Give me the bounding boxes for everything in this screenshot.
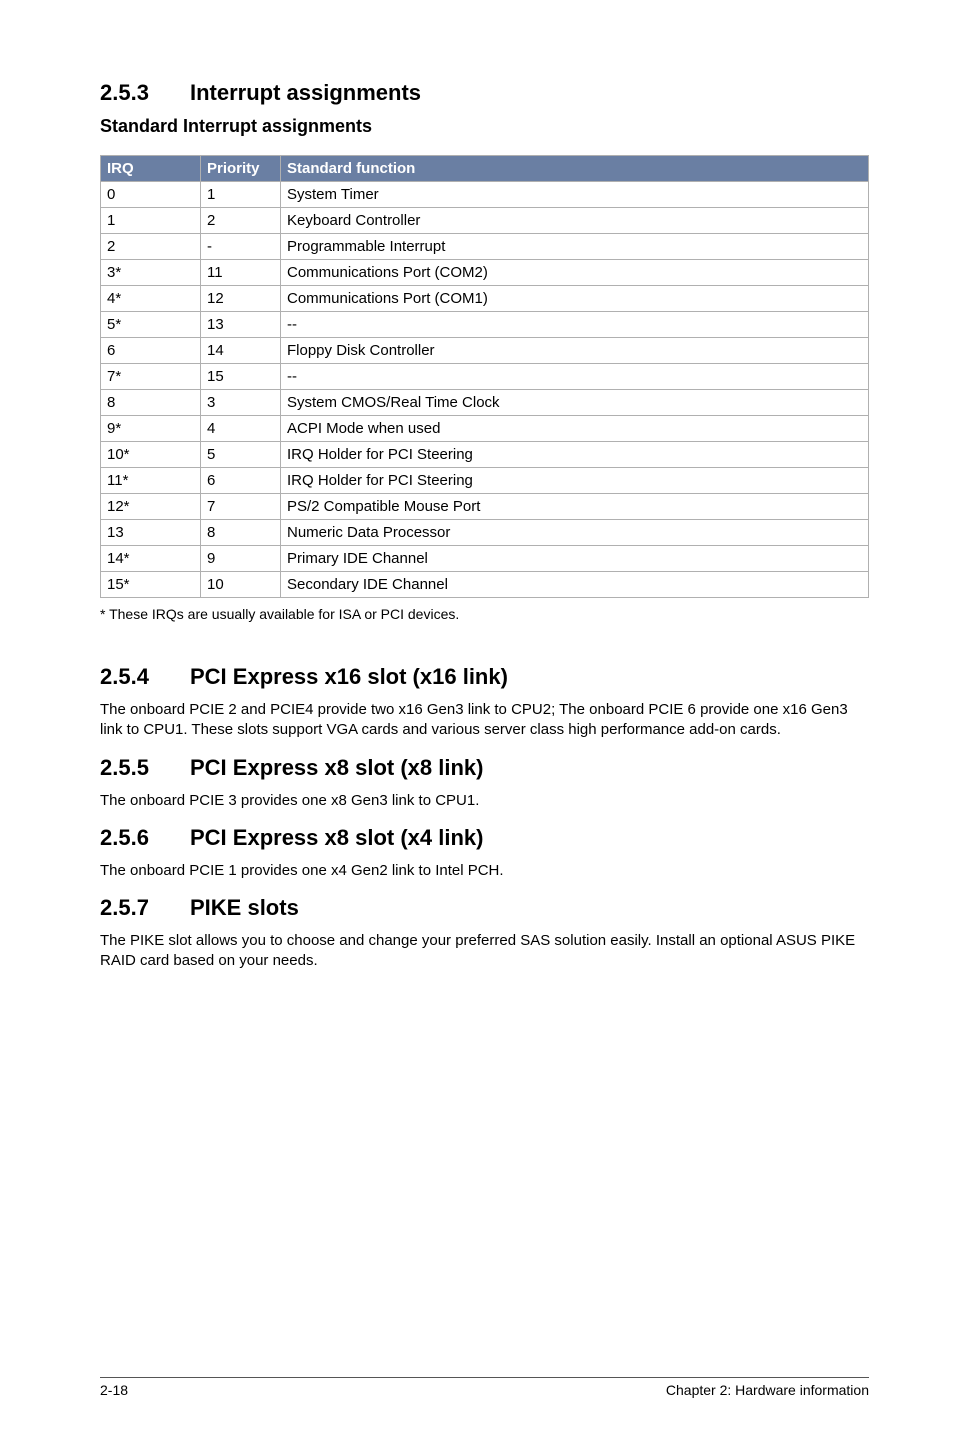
- table-row: 14*9Primary IDE Channel: [101, 546, 869, 572]
- table-header-row: IRQ Priority Standard function: [101, 156, 869, 182]
- section-number: 2.5.7: [100, 895, 190, 921]
- cell-priority: 7: [201, 494, 281, 520]
- cell-irq: 12*: [101, 494, 201, 520]
- cell-irq: 1: [101, 208, 201, 234]
- section-number: 2.5.4: [100, 664, 190, 690]
- body-255: The onboard PCIE 3 provides one x8 Gen3 …: [100, 791, 869, 811]
- th-irq: IRQ: [101, 156, 201, 182]
- cell-func: IRQ Holder for PCI Steering: [281, 468, 869, 494]
- table-row: 3*11Communications Port (COM2): [101, 260, 869, 286]
- irq-table: IRQ Priority Standard function 01System …: [100, 155, 869, 598]
- table-row: 11*6IRQ Holder for PCI Steering: [101, 468, 869, 494]
- cell-irq: 6: [101, 338, 201, 364]
- table-row: 4*12Communications Port (COM1): [101, 286, 869, 312]
- th-priority: Priority: [201, 156, 281, 182]
- table-row: 12*7PS/2 Compatible Mouse Port: [101, 494, 869, 520]
- th-func: Standard function: [281, 156, 869, 182]
- cell-priority: 9: [201, 546, 281, 572]
- section-number: 2.5.3: [100, 80, 190, 106]
- section-number: 2.5.5: [100, 755, 190, 781]
- cell-irq: 9*: [101, 416, 201, 442]
- cell-priority: 1: [201, 182, 281, 208]
- table-row: 5*13--: [101, 312, 869, 338]
- section-heading-253: 2.5.3Interrupt assignments: [100, 80, 869, 106]
- cell-priority: 3: [201, 390, 281, 416]
- subheading-253: Standard Interrupt assignments: [100, 116, 869, 137]
- section-number: 2.5.6: [100, 825, 190, 851]
- cell-func: --: [281, 312, 869, 338]
- section-title: PIKE slots: [190, 895, 299, 920]
- cell-priority: 10: [201, 572, 281, 598]
- cell-irq: 5*: [101, 312, 201, 338]
- table-row: 7*15--: [101, 364, 869, 390]
- cell-func: Keyboard Controller: [281, 208, 869, 234]
- body-254: The onboard PCIE 2 and PCIE4 provide two…: [100, 700, 869, 741]
- irq-footnote: * These IRQs are usually available for I…: [100, 606, 869, 622]
- page-footer: 2-18 Chapter 2: Hardware information: [100, 1377, 869, 1398]
- cell-irq: 10*: [101, 442, 201, 468]
- cell-priority: 4: [201, 416, 281, 442]
- table-row: 9*4ACPI Mode when used: [101, 416, 869, 442]
- table-row: 15*10Secondary IDE Channel: [101, 572, 869, 598]
- cell-irq: 0: [101, 182, 201, 208]
- cell-irq: 3*: [101, 260, 201, 286]
- cell-priority: 6: [201, 468, 281, 494]
- cell-func: PS/2 Compatible Mouse Port: [281, 494, 869, 520]
- cell-priority: 14: [201, 338, 281, 364]
- cell-irq: 14*: [101, 546, 201, 572]
- footer-page-number: 2-18: [100, 1382, 128, 1398]
- cell-func: Numeric Data Processor: [281, 520, 869, 546]
- cell-priority: 15: [201, 364, 281, 390]
- cell-irq: 11*: [101, 468, 201, 494]
- cell-priority: 2: [201, 208, 281, 234]
- cell-priority: 13: [201, 312, 281, 338]
- cell-irq: 4*: [101, 286, 201, 312]
- cell-func: System CMOS/Real Time Clock: [281, 390, 869, 416]
- table-row: 01System Timer: [101, 182, 869, 208]
- cell-func: ACPI Mode when used: [281, 416, 869, 442]
- cell-priority: 8: [201, 520, 281, 546]
- cell-func: --: [281, 364, 869, 390]
- table-row: 10*5IRQ Holder for PCI Steering: [101, 442, 869, 468]
- section-title: Interrupt assignments: [190, 80, 421, 105]
- cell-irq: 7*: [101, 364, 201, 390]
- section-title: PCI Express x8 slot (x4 link): [190, 825, 483, 850]
- section-title: PCI Express x16 slot (x16 link): [190, 664, 508, 689]
- cell-priority: 5: [201, 442, 281, 468]
- cell-irq: 15*: [101, 572, 201, 598]
- table-row: 83System CMOS/Real Time Clock: [101, 390, 869, 416]
- section-heading-255: 2.5.5PCI Express x8 slot (x8 link): [100, 755, 869, 781]
- section-heading-257: 2.5.7PIKE slots: [100, 895, 869, 921]
- section-heading-256: 2.5.6PCI Express x8 slot (x4 link): [100, 825, 869, 851]
- body-256: The onboard PCIE 1 provides one x4 Gen2 …: [100, 861, 869, 881]
- cell-func: IRQ Holder for PCI Steering: [281, 442, 869, 468]
- cell-func: Secondary IDE Channel: [281, 572, 869, 598]
- table-row: 2-Programmable Interrupt: [101, 234, 869, 260]
- cell-func: Communications Port (COM2): [281, 260, 869, 286]
- cell-func: Programmable Interrupt: [281, 234, 869, 260]
- cell-priority: -: [201, 234, 281, 260]
- cell-func: System Timer: [281, 182, 869, 208]
- cell-priority: 12: [201, 286, 281, 312]
- cell-func: Communications Port (COM1): [281, 286, 869, 312]
- cell-irq: 2: [101, 234, 201, 260]
- section-heading-254: 2.5.4PCI Express x16 slot (x16 link): [100, 664, 869, 690]
- cell-irq: 13: [101, 520, 201, 546]
- table-row: 12Keyboard Controller: [101, 208, 869, 234]
- table-row: 614Floppy Disk Controller: [101, 338, 869, 364]
- cell-irq: 8: [101, 390, 201, 416]
- cell-func: Floppy Disk Controller: [281, 338, 869, 364]
- body-257: The PIKE slot allows you to choose and c…: [100, 931, 869, 972]
- table-row: 138Numeric Data Processor: [101, 520, 869, 546]
- footer-chapter: Chapter 2: Hardware information: [666, 1382, 869, 1398]
- cell-func: Primary IDE Channel: [281, 546, 869, 572]
- cell-priority: 11: [201, 260, 281, 286]
- section-title: PCI Express x8 slot (x8 link): [190, 755, 483, 780]
